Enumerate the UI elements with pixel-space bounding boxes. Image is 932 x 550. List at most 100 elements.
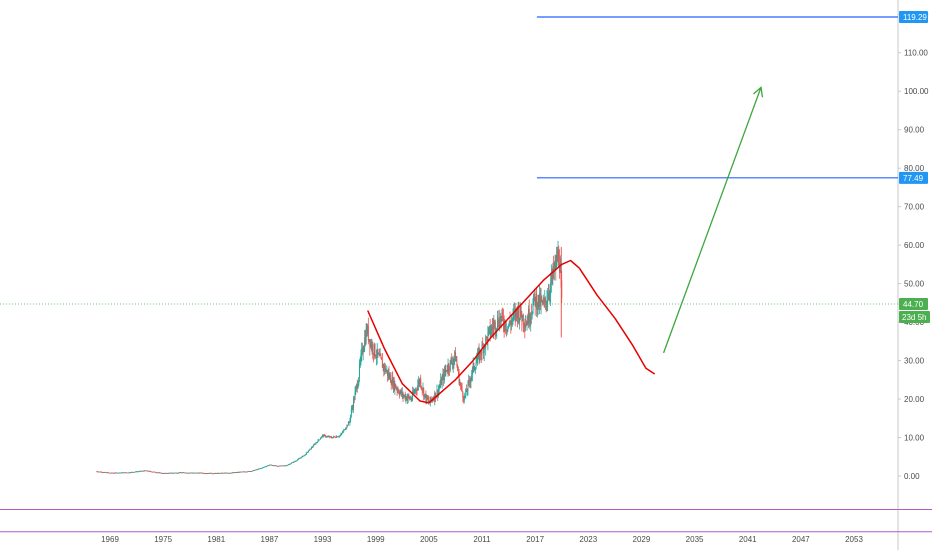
candle-body <box>491 326 493 328</box>
candle-body <box>154 471 156 473</box>
candle-body <box>218 473 220 474</box>
candle <box>540 288 542 315</box>
candle <box>263 466 265 468</box>
candle <box>440 373 442 388</box>
candle <box>344 427 346 431</box>
candle-body <box>484 346 486 348</box>
candle-body <box>278 465 280 467</box>
candle-body <box>182 472 184 474</box>
candle-body <box>121 472 123 474</box>
candle <box>184 472 186 474</box>
candle-body <box>467 381 469 391</box>
price-badge-level-1-text: 77.49 <box>903 174 924 183</box>
candle-body <box>351 408 353 410</box>
candle <box>508 320 510 328</box>
candle-body <box>312 446 314 448</box>
candle-body <box>488 328 490 332</box>
candle-body <box>253 470 255 472</box>
candle-body <box>249 471 251 472</box>
candle <box>308 450 310 453</box>
candle-body <box>539 293 541 307</box>
candle-body <box>449 360 451 370</box>
candle-body <box>187 472 189 474</box>
candle <box>480 349 482 363</box>
candle-body <box>387 370 389 377</box>
candle <box>392 371 394 390</box>
candle-body <box>299 457 301 459</box>
candle-body <box>339 435 341 437</box>
candle-body <box>311 447 313 448</box>
candle <box>240 471 242 473</box>
candle-body <box>471 367 473 375</box>
candle-body <box>376 348 378 358</box>
candle <box>181 472 183 474</box>
candle-body <box>406 396 408 401</box>
candle <box>116 472 118 474</box>
price-badge-level-1[interactable]: 77.49 <box>899 171 928 184</box>
candle-body <box>370 342 372 347</box>
candle-body <box>332 437 334 439</box>
candle <box>187 472 189 474</box>
candle-body <box>285 465 287 467</box>
candle <box>321 435 323 439</box>
candle <box>305 454 307 456</box>
candle <box>502 308 504 333</box>
candle <box>459 379 461 387</box>
candle-body <box>247 471 249 472</box>
candle-body <box>115 472 117 474</box>
candle-body <box>99 471 101 473</box>
candle-body <box>441 377 443 385</box>
candle <box>527 313 529 326</box>
candle <box>384 362 386 375</box>
candle-body <box>327 436 329 438</box>
candle-body <box>360 353 362 362</box>
candle <box>308 449 310 451</box>
red-projection-curve[interactable] <box>367 259 656 404</box>
candle-body <box>521 316 523 322</box>
candle <box>298 458 300 460</box>
candle <box>110 472 112 474</box>
candle <box>296 460 298 462</box>
candle-body <box>222 472 224 474</box>
candle-body <box>97 471 99 473</box>
candle-body <box>494 321 496 332</box>
candle-body <box>216 473 218 474</box>
price-badge-level-0[interactable]: 119.29 <box>899 11 928 23</box>
candle-body <box>499 316 501 328</box>
candle-body <box>430 396 432 400</box>
candle-body <box>200 472 202 474</box>
candle <box>220 472 222 474</box>
candle <box>120 472 122 474</box>
candle-body <box>191 472 193 474</box>
candle-body <box>348 422 350 423</box>
candle-body <box>474 369 476 370</box>
candle-body <box>303 455 305 457</box>
candle <box>193 472 195 474</box>
candle <box>536 286 538 317</box>
candle-body <box>134 471 136 473</box>
candle-body <box>225 472 227 474</box>
candle-body <box>446 369 448 371</box>
candle <box>248 470 250 472</box>
candle <box>322 434 324 438</box>
candle-body <box>215 473 217 474</box>
candle-body <box>142 470 144 472</box>
candle <box>505 320 507 337</box>
candle-body <box>288 463 290 465</box>
price-badge-current[interactable]: 44.70 <box>899 298 928 311</box>
candle-body <box>486 337 488 343</box>
candle-body <box>288 464 290 466</box>
candle <box>179 471 181 474</box>
candle-body <box>211 472 213 474</box>
candle-body <box>487 331 489 343</box>
x-tick-label: 2053 <box>845 535 863 544</box>
candle-body <box>241 471 243 473</box>
candle-body <box>172 472 174 474</box>
candle-body <box>429 396 431 403</box>
candle <box>156 472 157 474</box>
green-arrow-shaft[interactable] <box>662 87 762 354</box>
candle-body <box>133 472 135 473</box>
candle-body <box>226 472 228 474</box>
candle-body <box>153 471 155 473</box>
